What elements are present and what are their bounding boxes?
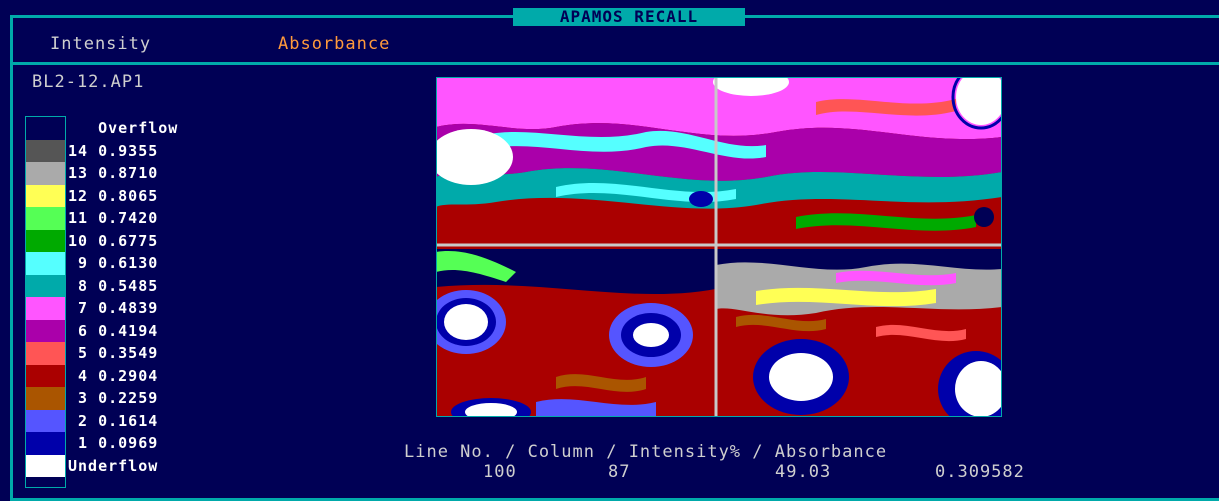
legend-swatch [26,274,66,297]
legend-swatch [26,297,66,320]
readout-column: 87 [608,462,631,482]
menu-item-absorbance[interactable]: Absorbance [278,34,391,54]
legend-label: 4 0.2904 [68,366,159,385]
frame-bottom [10,498,1219,501]
frame-menu-divider [10,62,1219,65]
legend-row-12: 12 0.8065 [26,184,226,207]
legend-row-14: 14 0.9355 [26,139,226,162]
legend-swatch [26,432,66,455]
frame-top-right [745,15,1219,18]
absorbance-map[interactable] [436,77,1002,417]
legend-swatch [26,162,66,185]
legend-row-11: 11 0.7420 [26,207,226,230]
legend-label: 11 0.7420 [68,209,159,227]
frame-top-left [10,15,513,18]
legend-swatch [26,184,66,207]
legend-label: 9 0.6130 [68,254,159,272]
color-legend: Overflow 14 0.9355 13 0.8710 12 0.8065 1… [26,117,226,477]
file-name: BL2-12.AP1 [32,72,145,92]
legend-swatch [26,387,66,410]
legend-swatch [26,139,66,162]
legend-row-3: 3 0.2259 [26,387,226,410]
readout-absorbance: 0.309582 [935,462,1025,482]
legend-swatch [26,252,66,275]
legend-label: 13 0.8710 [68,164,159,182]
legend-row-1: 1 0.0969 [26,432,226,455]
legend-row-5: 5 0.3549 [26,342,226,365]
legend-swatch [26,117,66,140]
legend-swatch [26,454,66,477]
legend-row-4: 4 0.2904 [26,364,226,387]
legend-label: 3 0.2259 [68,389,159,407]
readout-header: Line No. / Column / Intensity% / Absorba… [404,442,888,462]
legend-swatch [26,319,66,342]
window-title: APAMOS RECALL [513,8,745,26]
legend-swatch [26,229,66,252]
legend-label: 5 0.3549 [68,344,159,362]
legend-swatch [26,409,66,432]
legend-row-underflow: Underflow [26,454,226,477]
legend-row-13: 13 0.8710 [26,162,226,185]
legend-row-6: 6 0.4194 [26,319,226,342]
legend-swatch [26,342,66,365]
legend-label: 6 0.4194 [68,321,159,340]
legend-label: Underflow [68,456,159,475]
readout-intensity: 49.03 [775,462,832,482]
legend-row-9: 9 0.6130 [26,252,226,275]
legend-label: 10 0.6775 [68,231,159,250]
legend-row-2: 2 0.1614 [26,409,226,432]
legend-row-8: 8 0.5485 [26,274,226,297]
legend-row-overflow: Overflow [26,117,226,140]
legend-label: 12 0.8065 [68,186,159,205]
legend-row-7: 7 0.4839 [26,297,226,320]
legend-label: 7 0.4839 [68,299,159,317]
legend-row-10: 10 0.6775 [26,229,226,252]
legend-swatch [26,364,66,387]
menu-item-intensity[interactable]: Intensity [50,34,152,54]
legend-swatch [26,207,66,230]
legend-label: 2 0.1614 [68,411,159,430]
legend-label: Overflow [68,119,179,137]
legend-label: 8 0.5485 [68,276,159,295]
legend-label: 14 0.9355 [68,141,159,160]
absorbance-image[interactable] [436,77,1002,417]
readout-line-no: 100 [483,462,517,482]
legend-label: 1 0.0969 [68,434,159,452]
frame-left [10,15,13,501]
